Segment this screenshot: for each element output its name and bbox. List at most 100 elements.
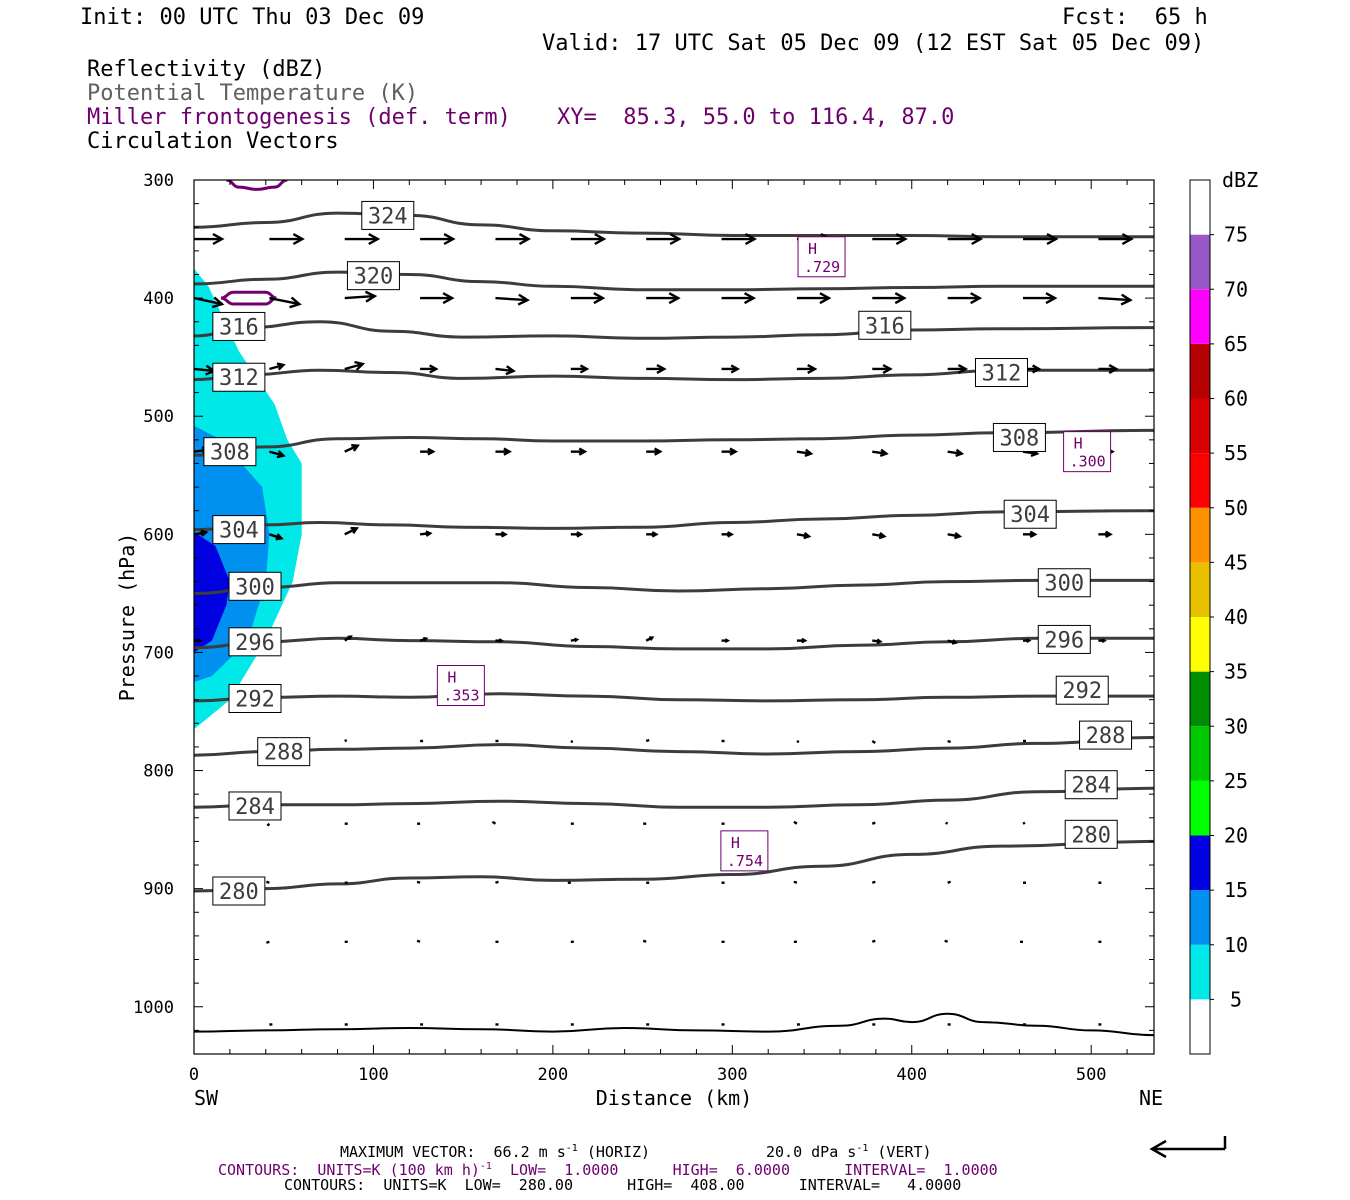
circulation-vector xyxy=(721,364,741,374)
colorbar-label: 55 xyxy=(1224,441,1248,465)
colorbar-swatch xyxy=(1190,944,1210,1000)
circulation-vector xyxy=(416,880,421,884)
theta-contour-284 xyxy=(194,786,1154,809)
max-vector-text: MAXIMUM VECTOR: 66.2 m s xyxy=(340,1143,566,1161)
theta-label-288: 288 xyxy=(257,737,311,767)
circulation-vector xyxy=(495,880,499,884)
circulation-vector xyxy=(416,939,421,943)
circulation-vector xyxy=(269,296,302,309)
colorbar-swatch xyxy=(1190,234,1210,290)
circulation-vector xyxy=(344,233,381,246)
miller-high-symbol: H xyxy=(447,669,456,687)
theta-label-320: 320 xyxy=(346,261,400,291)
colorbar-label: 75 xyxy=(1224,223,1248,247)
theta-label-288: 288 xyxy=(1079,720,1133,750)
forecast-hour: Fcst: 65 h xyxy=(1062,5,1208,30)
circulation-vector xyxy=(420,233,456,246)
circulation-vector xyxy=(871,880,876,884)
circulation-vector xyxy=(871,939,876,943)
theta-contour-292 xyxy=(194,692,1154,703)
theta-label-text: 304 xyxy=(1010,503,1050,528)
x-tick-label: 300 xyxy=(717,1065,748,1085)
x-tick-label: 500 xyxy=(1076,1065,1107,1085)
theta-label-280: 280 xyxy=(212,876,266,906)
miller-high-353: H.353 xyxy=(436,665,485,707)
y-axis-label: Pressure (hPa) xyxy=(115,533,139,702)
theta-contour-324 xyxy=(194,211,1154,239)
circulation-vector xyxy=(646,447,663,456)
theta-label-text: 280 xyxy=(219,880,259,905)
circulation-vector xyxy=(796,637,808,644)
x-tick-label: 400 xyxy=(896,1065,927,1085)
colorbar-label: 70 xyxy=(1224,277,1248,301)
contours-purple-sup: -1 xyxy=(479,1161,492,1172)
colorbar-label: 65 xyxy=(1224,332,1248,356)
contours-frontogenesis-line: CONTOURS: UNITS=K (100 km h)-1 LOW= 1.00… xyxy=(218,1158,998,1179)
contours-theta-line: CONTOURS: UNITS=K LOW= 280.00 HIGH= 408.… xyxy=(284,1176,962,1194)
theta-label-308: 308 xyxy=(203,437,257,467)
theta-label-280: 280 xyxy=(1064,819,1118,849)
miller-contours xyxy=(220,180,288,306)
theta-label-312: 312 xyxy=(974,358,1028,388)
theta-contour-288 xyxy=(194,736,1154,757)
miller-high-symbol: H xyxy=(808,240,817,258)
theta-label-312: 312 xyxy=(212,362,266,392)
miller-high-symbol: H xyxy=(1074,435,1083,453)
circulation-vector xyxy=(266,822,271,827)
circulation-vector xyxy=(796,363,818,374)
theta-label-304: 304 xyxy=(1003,499,1057,529)
theta-label-text: 304 xyxy=(219,519,259,544)
miller-high-729: H.729 xyxy=(797,236,846,278)
init-time: Init: 00 UTC Thu 03 Dec 09 xyxy=(80,5,425,30)
theta-label-296: 296 xyxy=(228,627,282,657)
y-tick-label: 1000 xyxy=(133,998,174,1018)
y-tick-label: 700 xyxy=(143,643,174,663)
circulation-vector xyxy=(570,447,588,456)
circulation-vector xyxy=(871,821,876,825)
max-vector-vert-sup: -1 xyxy=(856,1143,869,1154)
circulation-vector xyxy=(645,636,655,642)
theta-label-text: 312 xyxy=(982,362,1022,387)
circulation-vector xyxy=(344,290,378,303)
colorbar-swatch xyxy=(1190,453,1210,508)
colorbar-swatch xyxy=(1190,890,1210,945)
x-axis-label: Distance (km) xyxy=(596,1086,753,1110)
max-vector-vert-tail: (VERT) xyxy=(868,1143,932,1161)
field-theta: Potential Temperature (K) xyxy=(87,81,419,106)
theta-label-text: 288 xyxy=(264,741,304,766)
circulation-vector xyxy=(193,296,225,309)
colorbar-swatch xyxy=(1190,726,1210,781)
circulation-vector xyxy=(944,939,949,943)
circulation-vector xyxy=(721,447,739,456)
circulation-vector xyxy=(1022,821,1026,825)
reference-vector-arrow xyxy=(1149,1136,1227,1159)
circulation-vector xyxy=(871,740,876,745)
circulation-vector xyxy=(265,940,270,944)
circulation-vector xyxy=(495,233,531,246)
colorbar-swatch xyxy=(1190,289,1210,344)
circulation-vector xyxy=(344,443,360,453)
circulation-vector xyxy=(947,292,983,305)
circulation-vector xyxy=(269,233,305,246)
colorbar-label: 20 xyxy=(1224,824,1248,848)
circulation-vector xyxy=(721,638,731,643)
theta-label-text: 300 xyxy=(235,575,275,600)
theta-contour-320 xyxy=(194,270,1154,292)
circulation-vector xyxy=(947,880,952,884)
circulation-vector xyxy=(344,738,348,743)
theta-label-292: 292 xyxy=(1055,675,1109,705)
circulation-vector xyxy=(796,292,832,305)
colorbar-label: 45 xyxy=(1224,550,1248,574)
circulation-vector xyxy=(570,739,574,744)
theta-label-296: 296 xyxy=(1037,624,1091,654)
miller-high-symbol: H xyxy=(731,834,740,852)
circulation-vector xyxy=(1023,530,1038,539)
circulation-vector xyxy=(495,293,530,306)
contours-purple-b: LOW= 1.0000 HIGH= 6.0000 INTERVAL= 1.000… xyxy=(491,1161,998,1179)
circulation-vector xyxy=(570,233,607,246)
colorbar-label: 10 xyxy=(1224,933,1248,957)
circulation-vector xyxy=(194,233,225,246)
theta-label-284: 284 xyxy=(1064,770,1118,800)
